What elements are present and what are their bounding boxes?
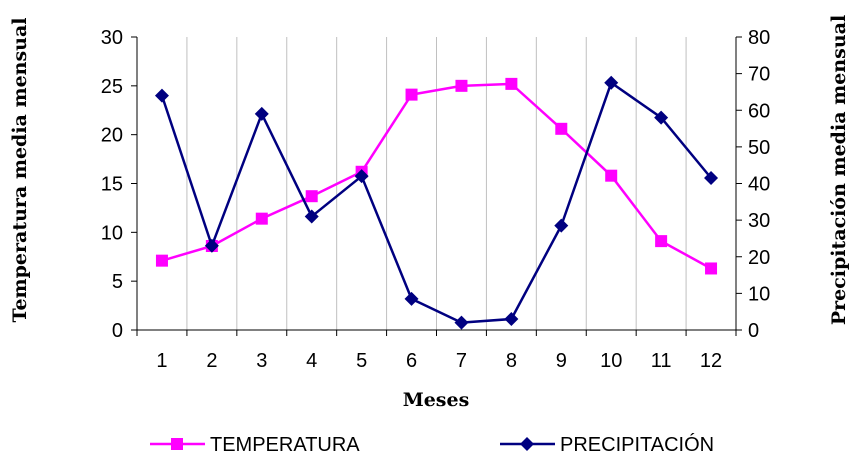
x-axis-tick-label: 10 [600, 350, 622, 372]
left-axis-tick-label: 30 [101, 27, 123, 49]
data-point-precipitacion [304, 209, 319, 224]
left-axis-tick-label: 25 [101, 76, 123, 98]
right-axis-tick-label: 80 [748, 27, 770, 49]
x-axis-tick-label: 4 [306, 350, 317, 372]
data-point-precipitacion [604, 75, 619, 90]
data-point-precipitacion [654, 110, 669, 125]
data-point-precipitacion [354, 169, 369, 184]
data-point-temperatura [705, 262, 718, 275]
series-line-precipitacion [160, 81, 713, 324]
data-point-temperatura [555, 122, 568, 135]
x-axis-tick-label: 1 [156, 350, 167, 372]
series-line-temperatura [161, 82, 712, 270]
legend-item-temperatura: TEMPERATURA [150, 434, 360, 456]
x-axis-tick-label: 5 [356, 350, 367, 372]
x-axis-tick-label: 9 [556, 350, 567, 372]
x-axis-tick-label: 3 [256, 350, 267, 372]
data-point-temperatura [155, 254, 168, 267]
right-axis-tick-label: 20 [748, 247, 770, 269]
legend-item-precipitacion: PRECIPITACIÓN [500, 433, 714, 456]
data-point-precipitacion [404, 291, 419, 306]
data-point-temperatura [655, 235, 668, 248]
legend-label-precipitacion: PRECIPITACIÓN [560, 433, 714, 456]
right-axis-tick-label: 50 [748, 137, 770, 159]
right-axis-tick-label: 0 [748, 320, 759, 342]
data-point-precipitacion [454, 315, 469, 330]
right-axis-tick-label: 10 [748, 283, 770, 305]
left-axis-tick-label: 15 [101, 174, 123, 196]
right-axis-tick-label: 40 [748, 174, 770, 196]
x-axis-tick-label: 8 [506, 350, 517, 372]
data-point-temperatura [605, 169, 618, 182]
legend: TEMPERATURA PRECIPITACIÓN [150, 433, 714, 456]
data-point-precipitacion [254, 106, 269, 121]
left-axis-title: Temperatura media mensual [9, 17, 31, 322]
data-point-temperatura [405, 88, 418, 101]
right-axis-title: Precipitación media mensual [828, 15, 850, 325]
x-axis-title: Meses [403, 389, 470, 411]
x-axis-tick-label: 7 [456, 350, 467, 372]
data-point-precipitacion [204, 238, 219, 253]
data-point-temperatura [255, 212, 268, 225]
x-axis-tick-label: 11 [651, 350, 672, 372]
data-point-precipitacion [704, 171, 719, 186]
left-axis-tick-label: 20 [101, 125, 123, 147]
x-axis-tick-label: 12 [700, 350, 722, 372]
right-axis-tick-label: 30 [748, 210, 770, 232]
right-axis-tick-label: 70 [748, 64, 770, 86]
left-axis-tick-label: 10 [101, 222, 123, 244]
left-axis-tick-label: 5 [112, 271, 123, 293]
data-point-precipitacion [554, 218, 569, 233]
legend-label-temperatura: TEMPERATURA [210, 434, 360, 456]
right-axis-tick-label: 60 [748, 100, 770, 122]
left-axis-tick-label: 0 [112, 320, 123, 342]
legend-marker-precipitacion [520, 437, 534, 451]
data-point-precipitacion [154, 88, 169, 103]
x-axis-tick-label: 2 [206, 350, 217, 372]
data-point-temperatura [455, 79, 468, 92]
series-lines [154, 75, 719, 330]
legend-marker-temperatura [171, 438, 183, 450]
grid [136, 37, 737, 330]
data-point-temperatura [305, 190, 318, 203]
data-point-temperatura [505, 77, 518, 90]
x-axis-tick-label: 6 [406, 350, 417, 372]
data-point-precipitacion [504, 312, 519, 327]
